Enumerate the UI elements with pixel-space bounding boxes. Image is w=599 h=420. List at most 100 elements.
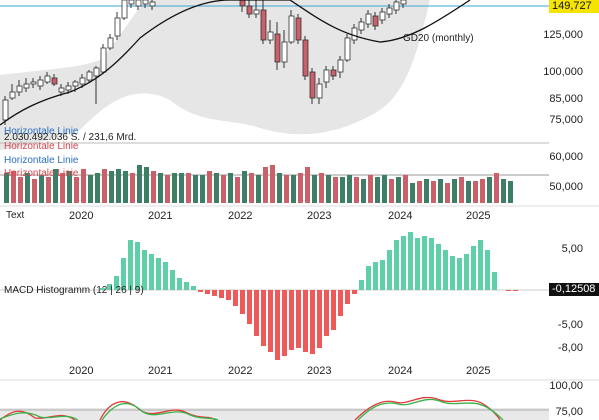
- horizontal-line-label[interactable]: Horizontale Linie: [4, 141, 79, 152]
- volume-bar: [305, 167, 310, 203]
- macd-bar: [170, 270, 175, 290]
- volume-bar: [67, 171, 72, 203]
- volume-bar: [109, 171, 114, 203]
- volume-bar: [144, 167, 149, 203]
- rsi-band: [0, 408, 549, 420]
- volume-bar: [186, 173, 191, 203]
- candle-body: [93, 67, 100, 77]
- macd-bar: [464, 254, 469, 290]
- volume-bar: [473, 181, 478, 203]
- text-tool-label[interactable]: Text: [6, 210, 25, 221]
- macd-bar: [135, 242, 140, 290]
- candle-body: [267, 31, 274, 41]
- macd-title: MACD Histogramm (12 | 26 | 9): [4, 285, 144, 296]
- volume-bar: [347, 175, 352, 203]
- last-price-tag: 149,727: [549, 0, 599, 13]
- year-label: 2021: [148, 210, 173, 222]
- macd-bar: [317, 290, 322, 348]
- volume-bar: [32, 179, 37, 203]
- macd-axis-label: 5,00: [561, 243, 583, 255]
- volume-bar: [298, 173, 303, 203]
- macd-last-value-tag: -0,12508: [549, 283, 599, 296]
- volume-bar: [228, 173, 233, 203]
- year-label: 2021: [148, 365, 173, 377]
- volume-bar: [403, 175, 408, 203]
- volume-bar: [102, 169, 107, 203]
- candle-body: [107, 37, 114, 49]
- macd-bar: [359, 280, 364, 290]
- volume-bar: [424, 179, 429, 203]
- macd-bar: [226, 290, 231, 300]
- macd-bar: [478, 240, 483, 290]
- volume-bar: [368, 175, 373, 203]
- macd-bar: [156, 258, 161, 290]
- volume-bar: [340, 177, 345, 203]
- horizontal-line-label[interactable]: Horizontale Linie: [4, 168, 79, 179]
- volume-bar: [431, 181, 436, 203]
- volume-bar: [11, 171, 16, 203]
- candle-body: [337, 59, 344, 73]
- volume-bar: [354, 177, 359, 203]
- macd-bar: [443, 250, 448, 290]
- volume-bar: [361, 179, 366, 203]
- volume-axis-label: 50,000: [549, 181, 583, 193]
- candle-body: [400, 0, 407, 5]
- volume-bar: [60, 173, 65, 203]
- candle-body: [358, 21, 365, 31]
- candle-body: [37, 79, 44, 87]
- macd-bar: [240, 290, 245, 314]
- macd-bar: [268, 290, 273, 352]
- macd-bar: [128, 240, 133, 290]
- macd-bar: [261, 290, 266, 346]
- macd-bar: [373, 262, 378, 290]
- volume-bar: [284, 175, 289, 203]
- volume-bar: [151, 171, 156, 203]
- volume-bar: [263, 167, 268, 203]
- candle-body: [30, 81, 37, 85]
- candle-body: [149, 1, 156, 7]
- macd-bar: [345, 290, 350, 304]
- candle-body: [379, 11, 386, 21]
- moving-average-line: [0, 0, 471, 126]
- volume-bar: [25, 173, 30, 203]
- candle-body: [302, 39, 309, 77]
- candle-body: [16, 85, 23, 93]
- horizontal-line-label[interactable]: Horizontale Linie: [4, 155, 79, 166]
- volume-bar: [88, 175, 93, 203]
- macd-bar: [436, 244, 441, 290]
- volume-bar: [249, 173, 254, 203]
- year-label: 2023: [307, 210, 332, 222]
- volume-bar: [256, 175, 261, 203]
- candle-body: [239, 0, 246, 7]
- volume-bar: [375, 177, 380, 203]
- candle-body: [23, 83, 30, 89]
- volume-bar: [417, 181, 422, 203]
- macd-bar: [149, 254, 154, 290]
- volume-bar: [123, 171, 128, 203]
- volume-bar: [137, 165, 142, 203]
- volume-bar: [452, 179, 457, 203]
- year-label: 2024: [388, 365, 413, 377]
- candle-body: [330, 69, 337, 77]
- macd-bar: [471, 246, 476, 290]
- candle-body: [72, 81, 79, 87]
- candle-body: [295, 17, 302, 41]
- candle-body: [372, 15, 379, 27]
- year-label: 2022: [228, 210, 253, 222]
- volume-bar: [242, 171, 247, 203]
- candle-body: [246, 5, 253, 15]
- candle-body: [386, 7, 393, 15]
- candle-body: [114, 17, 121, 37]
- volume-bar: [466, 181, 471, 203]
- rsi-axis-label: 75,00: [555, 406, 583, 418]
- candle-body: [365, 13, 372, 25]
- macd-bar: [121, 258, 126, 290]
- price-axis-label: 85,000: [549, 93, 583, 105]
- candle-body: [344, 37, 351, 61]
- horizontal-line-label[interactable]: Horizontale Linie: [4, 126, 79, 137]
- macd-axis-label: -5,00: [557, 319, 583, 331]
- candle-body: [51, 77, 58, 85]
- macd-bar: [457, 258, 462, 290]
- candles-group: [2, 0, 407, 125]
